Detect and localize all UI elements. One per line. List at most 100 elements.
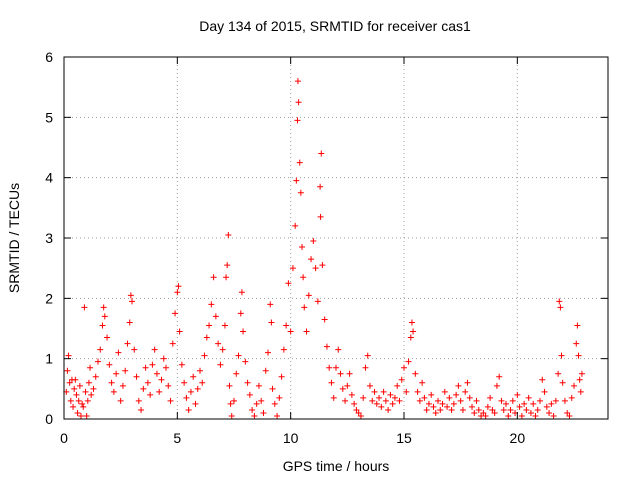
data-point (175, 283, 182, 290)
data-point (74, 409, 81, 416)
data-point (81, 304, 88, 311)
data-point (548, 400, 555, 407)
y-tick-label: 0 (45, 411, 53, 427)
data-point (516, 403, 523, 410)
x-tick-label: 0 (60, 430, 68, 446)
data-point (509, 397, 516, 404)
data-point (268, 319, 275, 326)
data-point (491, 409, 498, 416)
data-point (346, 370, 353, 377)
data-point (421, 394, 428, 401)
data-points (63, 78, 585, 419)
x-tick-label: 20 (510, 430, 526, 446)
data-point (178, 361, 185, 368)
data-point (559, 379, 566, 386)
data-point (348, 391, 355, 398)
data-point (113, 370, 120, 377)
data-point (305, 292, 312, 299)
data-point (285, 280, 292, 287)
data-point (360, 394, 367, 401)
data-point (283, 322, 290, 329)
data-point (532, 412, 539, 419)
data-point (181, 379, 188, 386)
x-tick-label: 5 (173, 430, 181, 446)
data-point (373, 400, 380, 407)
data-point (505, 412, 512, 419)
data-point (342, 397, 349, 404)
data-point (310, 238, 317, 245)
data-point (244, 379, 251, 386)
data-point (84, 397, 91, 404)
data-point (527, 409, 534, 416)
data-point (269, 385, 276, 392)
data-point (228, 412, 235, 419)
data-point (518, 412, 525, 419)
data-point (165, 382, 172, 389)
data-point (185, 406, 192, 413)
data-point (192, 400, 199, 407)
data-point (71, 385, 78, 392)
data-point (435, 397, 441, 404)
data-point (297, 189, 304, 196)
data-point (564, 409, 571, 416)
data-point (289, 265, 296, 272)
data-point (83, 412, 90, 419)
y-tick-label: 3 (45, 230, 53, 246)
data-point (262, 367, 269, 374)
data-point (73, 391, 80, 398)
data-point (223, 274, 230, 281)
y-tick-label: 6 (45, 49, 53, 65)
data-point (326, 364, 333, 371)
data-point (376, 394, 383, 401)
data-point (444, 403, 451, 410)
data-point (455, 382, 462, 389)
data-point (330, 394, 337, 401)
data-point (87, 364, 94, 371)
data-point (493, 382, 500, 389)
data-point (294, 117, 301, 124)
data-point (72, 376, 79, 383)
data-point (70, 403, 77, 410)
data-point (142, 364, 149, 371)
data-point (153, 370, 160, 377)
data-point (293, 177, 300, 184)
data-point (276, 394, 283, 401)
data-point (357, 412, 364, 419)
data-point (95, 358, 101, 365)
data-point (398, 376, 405, 383)
data-point (117, 397, 124, 404)
data-point (537, 397, 543, 404)
data-point (64, 367, 71, 374)
data-point (66, 379, 73, 386)
data-point (115, 349, 122, 356)
data-point (201, 352, 208, 359)
data-point (80, 403, 87, 410)
data-point (226, 382, 233, 389)
data-point (530, 400, 537, 407)
data-point (255, 382, 262, 389)
data-point (412, 370, 419, 377)
data-point (459, 406, 466, 413)
data-point (534, 406, 541, 413)
data-point (323, 343, 330, 350)
data-point (337, 370, 344, 377)
data-point (464, 379, 471, 386)
data-point (317, 213, 324, 220)
chart-title: Day 134 of 2015, SRMTID for receiver cas… (199, 18, 471, 34)
data-point (556, 298, 563, 305)
data-point (197, 367, 203, 374)
data-point (135, 397, 142, 404)
data-point (577, 388, 584, 395)
data-point (274, 412, 281, 419)
data-point (225, 231, 232, 238)
data-point (391, 394, 398, 401)
data-point (301, 304, 308, 311)
data-point (190, 373, 197, 380)
data-point (127, 292, 134, 299)
data-point (158, 376, 165, 383)
data-point (401, 364, 407, 371)
data-point (233, 370, 240, 377)
data-point (414, 388, 421, 395)
data-point (480, 409, 487, 416)
y-tick-label: 2 (45, 290, 53, 306)
